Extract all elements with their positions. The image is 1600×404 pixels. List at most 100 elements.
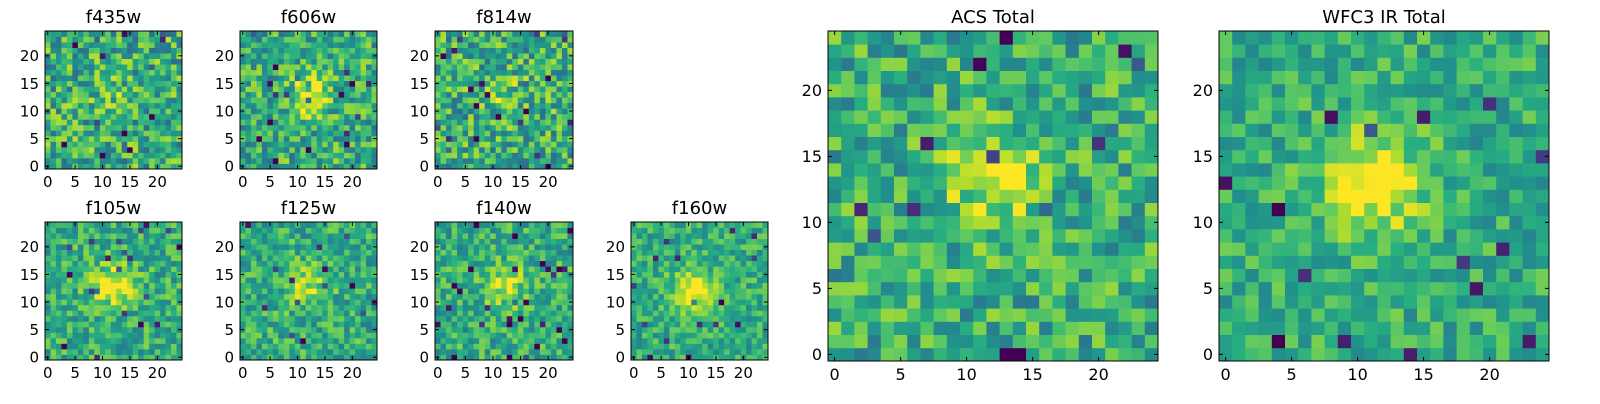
heatmap-cell <box>311 266 317 272</box>
heatmap-cell <box>144 136 150 142</box>
heatmap-cell <box>72 283 78 289</box>
heatmap-cell <box>83 321 89 327</box>
heatmap-cell <box>50 222 56 228</box>
heatmap-cell <box>89 255 95 261</box>
heatmap-cell <box>50 103 56 109</box>
heatmap-cell <box>122 310 128 316</box>
x-tick-label: 20 <box>148 173 167 191</box>
heatmap-cell <box>468 97 474 103</box>
heatmap-cell <box>127 59 133 65</box>
heatmap-cell <box>697 255 703 261</box>
heatmap-cell <box>328 299 334 305</box>
heatmap-cell <box>713 316 719 322</box>
heatmap-cell <box>149 86 155 92</box>
heatmap-cell <box>1052 282 1066 296</box>
heatmap-cell <box>642 294 648 300</box>
heatmap-cell <box>556 277 562 283</box>
heatmap-cell <box>642 316 648 322</box>
heatmap-cell <box>295 299 301 305</box>
heatmap-cell <box>89 158 95 164</box>
heatmap-cell <box>240 239 246 245</box>
heatmap-cell <box>435 239 441 245</box>
heatmap-cell <box>144 75 150 81</box>
heatmap-cell <box>61 305 67 311</box>
heatmap-cell <box>127 70 133 76</box>
heatmap-cell <box>653 288 659 294</box>
heatmap-cell <box>361 130 367 136</box>
heatmap-cell <box>523 130 529 136</box>
heatmap-cell <box>501 70 507 76</box>
heatmap-cell <box>669 244 675 250</box>
heatmap-cell <box>166 332 172 338</box>
y-tick-label: 20 <box>410 47 429 65</box>
heatmap-cell <box>61 81 67 87</box>
heatmap-cell <box>251 48 257 54</box>
heatmap-cell <box>947 216 961 230</box>
heatmap-cell <box>907 255 921 269</box>
heatmap-cell <box>518 108 524 114</box>
heatmap-cell <box>741 349 747 355</box>
heatmap-cell <box>122 125 128 131</box>
heatmap-cell <box>496 81 502 87</box>
y-tick-label: 0 <box>29 158 39 176</box>
heatmap-cell <box>317 343 323 349</box>
heatmap-cell <box>479 294 485 300</box>
heatmap-cell <box>149 261 155 267</box>
heatmap-cell <box>317 75 323 81</box>
heatmap-cell <box>83 305 89 311</box>
heatmap-cell <box>322 228 328 234</box>
heatmap-cell <box>746 294 752 300</box>
heatmap-cell <box>562 332 568 338</box>
heatmap-cell <box>741 332 747 338</box>
heatmap-cell <box>89 294 95 300</box>
heatmap-cell <box>251 114 257 120</box>
heatmap-cell <box>642 327 648 333</box>
heatmap-cell <box>306 136 312 142</box>
heatmap-cell <box>551 272 557 278</box>
heatmap-cell <box>881 203 895 217</box>
heatmap-cell <box>457 125 463 131</box>
heatmap-cell <box>973 308 987 322</box>
heatmap-cell <box>501 272 507 278</box>
heatmap-cell <box>111 141 117 147</box>
heatmap-cell <box>479 244 485 250</box>
heatmap-cell <box>94 64 100 70</box>
heatmap-cell <box>94 272 100 278</box>
heatmap-cell <box>50 64 56 70</box>
heatmap-cell <box>529 244 535 250</box>
heatmap-cell <box>518 136 524 142</box>
heatmap-cell <box>78 114 84 120</box>
heatmap-cell <box>240 152 246 158</box>
heatmap-cell <box>306 222 312 228</box>
heatmap-cell <box>730 261 736 267</box>
heatmap-cell <box>267 97 273 103</box>
heatmap-cell <box>485 37 491 43</box>
heatmap-cell <box>512 277 518 283</box>
heatmap-cell <box>523 338 529 344</box>
heatmap-cell <box>854 229 868 243</box>
heatmap-cell <box>256 283 262 289</box>
heatmap-cell <box>144 141 150 147</box>
heatmap-cell <box>171 59 177 65</box>
heatmap-cell <box>311 327 317 333</box>
heatmap-cell <box>523 158 529 164</box>
heatmap-cell <box>267 59 273 65</box>
heatmap-cell <box>512 70 518 76</box>
heatmap-cell <box>273 64 279 70</box>
heatmap-cell <box>149 152 155 158</box>
heatmap-cell <box>490 272 496 278</box>
heatmap-cell <box>1013 176 1027 190</box>
heatmap-cell <box>496 343 502 349</box>
heatmap-cell <box>512 244 518 250</box>
heatmap-cell <box>366 288 372 294</box>
heatmap-cell <box>111 114 117 120</box>
heatmap-cell <box>160 349 166 355</box>
heatmap-cell <box>512 294 518 300</box>
heatmap-cell <box>245 244 251 250</box>
heatmap-cell <box>295 239 301 245</box>
heatmap-cell <box>344 125 350 131</box>
heatmap-cell <box>50 53 56 59</box>
heatmap-cell <box>89 64 95 70</box>
heatmap-cell <box>894 255 908 269</box>
heatmap-cell <box>166 141 172 147</box>
